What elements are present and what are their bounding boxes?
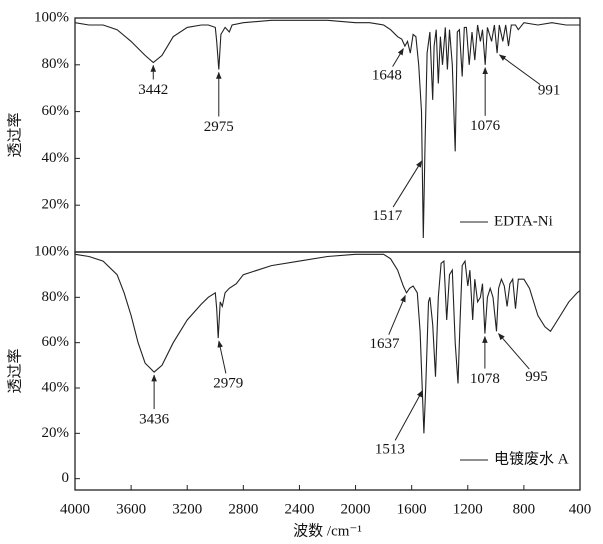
y-axis-label: 透过率 — [6, 348, 23, 393]
annotation-label: 1637 — [369, 336, 400, 352]
panel-frame — [74, 251, 581, 491]
annotation-arrow — [392, 160, 423, 208]
y-tick-label: 40% — [42, 379, 70, 395]
annotation-label: 1078 — [470, 371, 500, 387]
x-axis-label: 波数 /cm⁻¹ — [293, 522, 362, 539]
annotation-label: 2975 — [204, 119, 234, 135]
x-tick-label: 3200 — [172, 501, 202, 517]
annotation-label: 1076 — [470, 118, 501, 134]
x-tick-label: 800 — [513, 501, 536, 517]
x-tick-label: 2800 — [228, 501, 258, 517]
annotation-label: 1517 — [372, 208, 403, 224]
y-tick-label: 100% — [34, 9, 69, 25]
x-tick-label: 3600 — [116, 501, 146, 517]
y-tick-label: 60% — [42, 334, 70, 350]
y-tick-label: 0 — [62, 470, 70, 486]
y-tick-label: 20% — [42, 425, 70, 441]
annotation-label: 2979 — [213, 376, 243, 392]
annotation-arrow — [217, 340, 227, 374]
y-tick-label: 80% — [42, 289, 70, 305]
annotation-arrow — [388, 294, 406, 335]
annotation-label: 991 — [538, 83, 561, 99]
x-tick-label: 400 — [569, 501, 592, 517]
y-axis-label: 透过率 — [6, 112, 23, 157]
x-tick-label: 2000 — [341, 501, 371, 517]
legend-label: 电镀废水 A — [494, 450, 569, 467]
x-tick-label: 1600 — [397, 501, 427, 517]
annotation-label: 1513 — [375, 441, 405, 457]
y-tick-label: 100% — [34, 243, 69, 259]
legend-label: EDTA-Ni — [494, 213, 553, 229]
annotation-label: 995 — [525, 369, 548, 385]
annotation-arrow — [498, 54, 541, 86]
annotation-label: 3442 — [138, 82, 168, 98]
x-tick-label: 4000 — [60, 501, 90, 517]
annotation-arrow — [394, 390, 423, 441]
x-tick-label: 2400 — [284, 501, 314, 517]
y-tick-label: 60% — [42, 103, 70, 119]
spectrum-line — [74, 19, 580, 239]
y-tick-label: 20% — [42, 197, 70, 213]
annotation-arrow — [392, 48, 404, 67]
annotation-label: 1648 — [372, 68, 402, 84]
x-tick-label: 1200 — [453, 501, 483, 517]
spectrum-line — [74, 253, 581, 434]
y-tick-label: 40% — [42, 150, 70, 166]
annotation-label: 3436 — [139, 412, 170, 428]
annotation-arrow — [498, 333, 530, 370]
y-tick-label: 80% — [42, 56, 70, 72]
